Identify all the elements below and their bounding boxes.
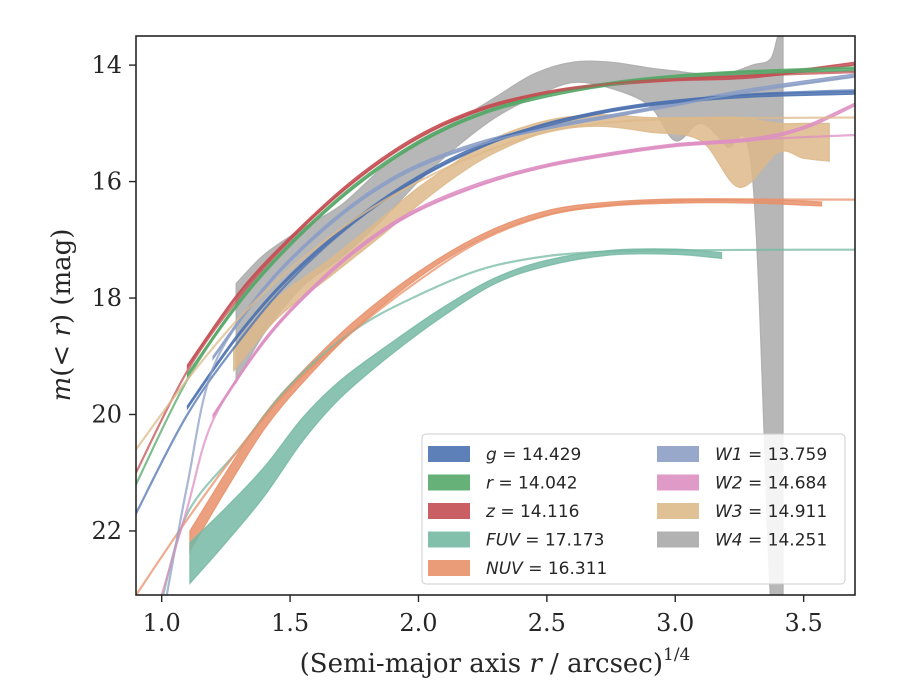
legend-swatch-nuv (428, 560, 470, 576)
legend-swatch-g (428, 446, 470, 462)
line-g (136, 89, 855, 515)
legend-label-w2: W2 = 14.684 (715, 474, 827, 494)
x-axis-ticks: 1.0 1.5 2.0 2.5 3.0 3.5 (143, 595, 823, 637)
x-tick-label: 3.0 (656, 609, 694, 637)
legend-entry-nuv: NUV = 16.311 (428, 559, 607, 579)
legend-label-z: z = 14.116 (485, 502, 579, 522)
line-nuv (136, 198, 855, 595)
line-w2 (160, 133, 855, 595)
y-axis-label: m(< r) (mag) (47, 229, 77, 402)
legend-swatch-w1 (657, 446, 699, 462)
legend-label-nuv: NUV = 16.311 (486, 559, 607, 579)
band-w3 (233, 113, 830, 373)
line-r (136, 66, 855, 485)
x-tick-label: 1.0 (143, 609, 181, 637)
legend-entry-w3: W3 = 14.911 (657, 502, 827, 522)
line-w1 (165, 75, 855, 595)
legend-entry-w2: W2 = 14.684 (657, 474, 827, 494)
x-tick-label: 2.5 (528, 609, 566, 637)
y-tick-label: 14 (91, 51, 122, 79)
legend-box (421, 433, 846, 585)
legend-entry-fuv: FUV = 17.173 (428, 531, 604, 551)
plot-frame (135, 35, 856, 596)
x-tick-label: 1.5 (271, 609, 309, 637)
line-z (136, 71, 855, 474)
x-tick-label: 2.0 (399, 609, 437, 637)
legend-entry-w4: W4 = 14.251 (657, 531, 827, 551)
legend-entry-w1: W1 = 13.759 (657, 445, 827, 465)
legend-swatch-w4 (657, 531, 699, 548)
y-tick-label: 20 (91, 400, 122, 428)
legend-entry-z: z = 14.116 (428, 502, 579, 522)
legend-swatch-w3 (657, 503, 699, 519)
line-w3 (136, 116, 855, 451)
legend-label-r: r = 14.042 (486, 474, 578, 494)
legend-swatch-r (428, 474, 470, 491)
legend-swatch-w2 (657, 474, 699, 491)
band-fuv (189, 248, 723, 585)
legend-swatch-z (428, 503, 470, 519)
y-axis-ticks: 14 16 18 20 22 (91, 51, 136, 545)
y-tick-label: 18 (91, 284, 122, 312)
legend-label-w1: W1 = 13.759 (715, 445, 827, 465)
legend-label-fuv: FUV = 17.173 (486, 531, 604, 551)
x-axis-label: (Semi-major axis r / arcsec)1/4 (300, 645, 691, 679)
y-tick-label: 16 (91, 168, 122, 196)
legend-swatch-fuv (428, 531, 470, 548)
y-tick-label: 22 (91, 517, 122, 545)
series-lines (136, 66, 855, 595)
legend-label-g: g = 14.429 (486, 445, 581, 465)
legend-entry-r: r = 14.042 (428, 474, 578, 494)
legend: g = 14.429 r = 14.042 z = 14.116 FUV = 17.1… (421, 433, 846, 585)
x-tick-label: 3.5 (785, 609, 823, 637)
legend-label-w3: W3 = 14.911 (715, 502, 827, 522)
legend-entry-g: g = 14.429 (428, 445, 581, 465)
legend-label-w4: W4 = 14.251 (715, 531, 827, 551)
